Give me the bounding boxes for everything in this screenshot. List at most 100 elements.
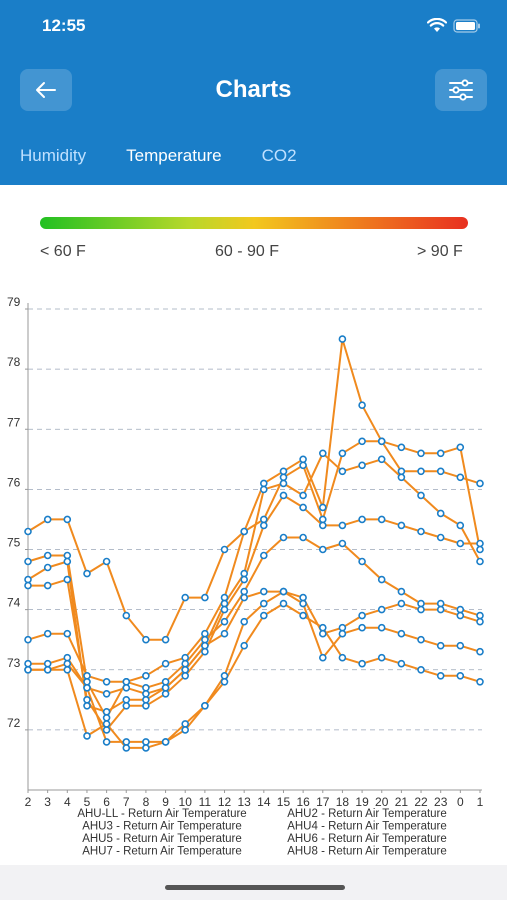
data-point[interactable] bbox=[476, 611, 484, 620]
data-point[interactable] bbox=[83, 677, 91, 686]
data-point[interactable] bbox=[377, 623, 386, 632]
data-point[interactable] bbox=[456, 605, 465, 614]
data-point[interactable] bbox=[338, 335, 347, 343]
data-point[interactable] bbox=[63, 629, 72, 638]
data-point[interactable] bbox=[358, 515, 366, 524]
data-point[interactable] bbox=[102, 713, 111, 722]
data-point[interactable] bbox=[338, 449, 347, 458]
data-point[interactable] bbox=[279, 587, 288, 596]
data-point[interactable] bbox=[318, 515, 327, 524]
data-point[interactable] bbox=[181, 726, 189, 734]
data-point[interactable] bbox=[318, 629, 327, 638]
data-point[interactable] bbox=[377, 455, 386, 464]
data-point[interactable] bbox=[63, 665, 72, 674]
data-point[interactable] bbox=[142, 738, 150, 746]
data-point[interactable] bbox=[24, 635, 32, 644]
data-point[interactable] bbox=[259, 479, 268, 488]
data-point[interactable] bbox=[122, 683, 131, 692]
data-point[interactable] bbox=[377, 575, 386, 584]
tab-humidity[interactable]: Humidity bbox=[20, 146, 87, 165]
data-point[interactable] bbox=[43, 581, 52, 590]
data-point[interactable] bbox=[279, 533, 288, 542]
data-point[interactable] bbox=[299, 593, 307, 602]
data-point[interactable] bbox=[417, 635, 425, 644]
data-point[interactable] bbox=[220, 617, 229, 626]
data-point[interactable] bbox=[83, 569, 91, 578]
data-point[interactable] bbox=[476, 479, 484, 488]
data-point[interactable] bbox=[397, 659, 406, 668]
data-point[interactable] bbox=[358, 659, 366, 668]
data-point[interactable] bbox=[417, 467, 425, 476]
data-point[interactable] bbox=[436, 599, 445, 608]
data-point[interactable] bbox=[397, 443, 406, 452]
data-point[interactable] bbox=[201, 593, 209, 602]
data-point[interactable] bbox=[476, 647, 484, 656]
data-point[interactable] bbox=[259, 521, 268, 530]
data-point[interactable] bbox=[83, 695, 91, 704]
data-point[interactable] bbox=[161, 738, 170, 746]
data-point[interactable] bbox=[417, 491, 425, 500]
data-point[interactable] bbox=[377, 605, 386, 614]
filter-button[interactable] bbox=[435, 69, 487, 111]
data-point[interactable] bbox=[436, 449, 445, 458]
data-point[interactable] bbox=[201, 629, 209, 638]
data-point[interactable] bbox=[181, 659, 189, 668]
data-point[interactable] bbox=[417, 599, 425, 608]
data-point[interactable] bbox=[476, 539, 484, 548]
data-point[interactable] bbox=[102, 677, 111, 686]
data-point[interactable] bbox=[122, 744, 131, 752]
data-point[interactable] bbox=[338, 539, 347, 548]
data-point[interactable] bbox=[476, 677, 484, 686]
tab-co2[interactable]: CO2 bbox=[261, 146, 297, 165]
data-point[interactable] bbox=[299, 503, 307, 512]
data-point[interactable] bbox=[259, 485, 268, 494]
data-point[interactable] bbox=[43, 515, 52, 524]
data-point[interactable] bbox=[83, 683, 91, 692]
data-point[interactable] bbox=[318, 503, 327, 512]
data-point[interactable] bbox=[377, 437, 386, 446]
data-point[interactable] bbox=[240, 575, 248, 584]
data-point[interactable] bbox=[279, 473, 288, 482]
data-point[interactable] bbox=[102, 707, 111, 716]
data-point[interactable] bbox=[397, 629, 406, 638]
data-point[interactable] bbox=[161, 677, 170, 686]
data-point[interactable] bbox=[142, 683, 150, 692]
data-point[interactable] bbox=[358, 437, 366, 446]
data-point[interactable] bbox=[220, 605, 229, 614]
data-point[interactable] bbox=[181, 593, 189, 602]
data-point[interactable] bbox=[397, 521, 406, 530]
data-point[interactable] bbox=[397, 467, 406, 476]
data-point[interactable] bbox=[240, 593, 248, 602]
data-point[interactable] bbox=[201, 635, 209, 644]
data-point[interactable] bbox=[338, 467, 347, 476]
data-point[interactable] bbox=[259, 551, 268, 560]
data-point[interactable] bbox=[417, 449, 425, 458]
data-point[interactable] bbox=[161, 659, 170, 668]
data-point[interactable] bbox=[63, 575, 72, 584]
back-button[interactable] bbox=[20, 69, 72, 111]
data-point[interactable] bbox=[24, 665, 32, 674]
tab-temperature[interactable]: Temperature bbox=[126, 146, 222, 165]
data-point[interactable] bbox=[299, 611, 307, 620]
data-point[interactable] bbox=[456, 539, 465, 548]
data-point[interactable] bbox=[240, 617, 248, 626]
data-point[interactable] bbox=[220, 593, 229, 602]
data-point[interactable] bbox=[456, 521, 465, 530]
data-point[interactable] bbox=[122, 701, 131, 710]
data-point[interactable] bbox=[436, 605, 445, 614]
data-point[interactable] bbox=[377, 653, 386, 662]
data-point[interactable] bbox=[181, 653, 189, 662]
data-point[interactable] bbox=[142, 701, 150, 710]
data-point[interactable] bbox=[279, 599, 288, 608]
data-point[interactable] bbox=[161, 683, 170, 692]
data-point[interactable] bbox=[220, 677, 229, 686]
data-point[interactable] bbox=[436, 509, 445, 518]
data-point[interactable] bbox=[259, 587, 268, 596]
data-point[interactable] bbox=[43, 563, 52, 572]
data-point[interactable] bbox=[102, 726, 111, 734]
data-point[interactable] bbox=[24, 557, 32, 566]
data-point[interactable] bbox=[358, 461, 366, 470]
data-point[interactable] bbox=[279, 479, 288, 488]
data-point[interactable] bbox=[299, 491, 307, 500]
data-point[interactable] bbox=[318, 623, 327, 632]
